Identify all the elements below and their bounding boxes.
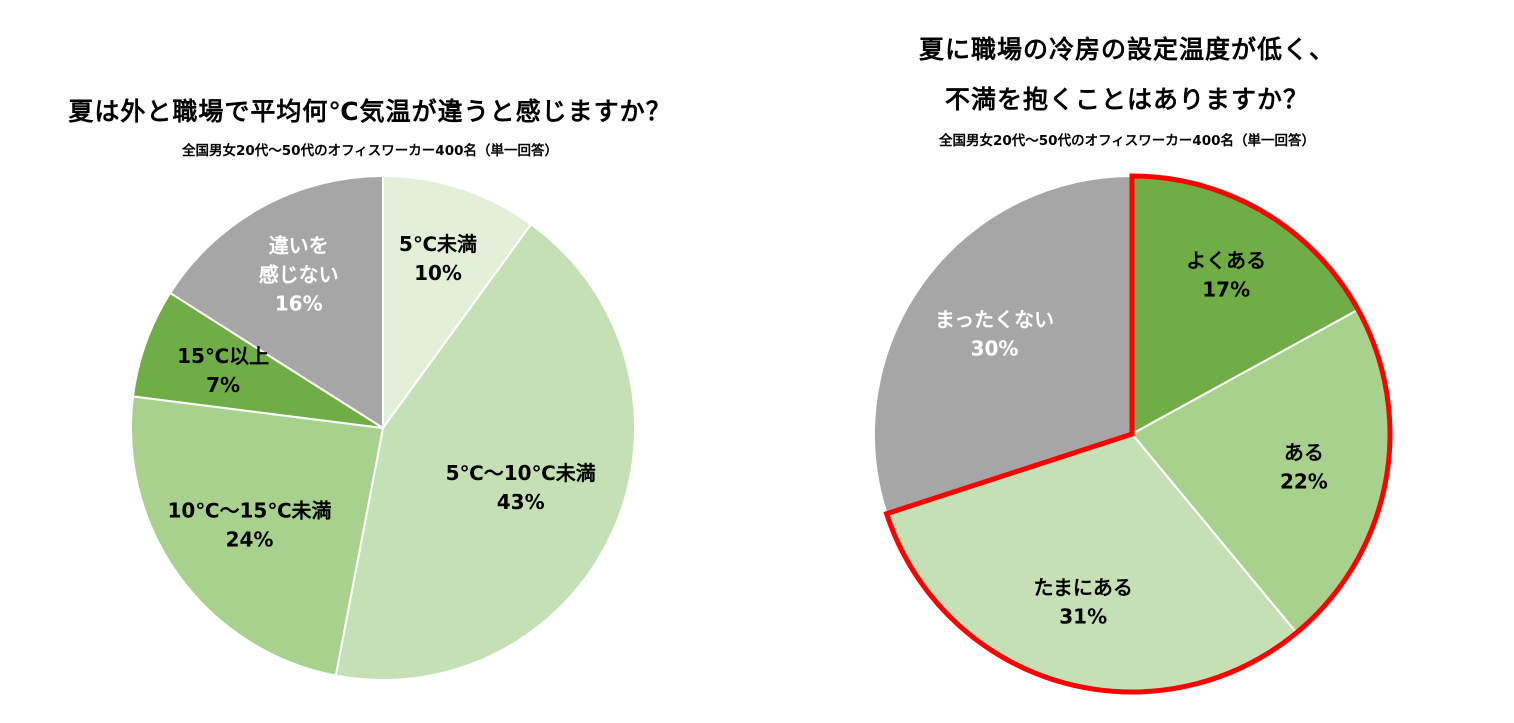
slice-category-label: よくある <box>1186 248 1266 272</box>
slice-value-label: 16% <box>275 292 323 316</box>
pie-label-1: ある 22% <box>1280 440 1328 493</box>
pie-slice-1 <box>334 222 636 681</box>
left-chart-panel: 夏は外と職場で平均何℃気温が違うと感じますか？ 全国男女20代～50代のオフィス… <box>68 97 672 681</box>
left-pie-chart: 5℃未満 10% 5℃～10℃未満 43% 10℃～15℃未満 24% 15℃以上 7% 違いを… <box>130 174 636 681</box>
pie-slice-0 <box>382 174 533 432</box>
pie-label-3: まったくない 30% <box>935 308 1054 361</box>
pie-label-3: 15℃以上 7% <box>177 344 269 397</box>
slice-category-label: 違いを <box>269 234 329 258</box>
slice-category-label: 10℃～15℃未満 <box>167 499 331 523</box>
slice-value-label: 43% <box>497 490 545 514</box>
slice-category-label: たまにある <box>1033 576 1132 600</box>
slice-category-label: 5℃～10℃未満 <box>446 461 596 485</box>
right-chart-title-line-2: 不満を抱くことはありますか？ <box>944 85 1309 114</box>
pie-slice-4 <box>168 174 384 430</box>
pie-label-0: よくある 17% <box>1186 248 1266 301</box>
pie-slice-3 <box>873 174 1133 515</box>
pie-label-0: 5℃未満 10% <box>399 232 477 285</box>
slice-category-label: 15℃以上 <box>177 344 269 368</box>
right-chart-panel: 夏に職場の冷房の設定温度が低く、 不満を抱くことはありますか？ 全国男女20代～… <box>760 0 1514 723</box>
slice-category-label: ある <box>1284 440 1324 464</box>
right-chart-title-line-1: 夏に職場の冷房の設定温度が低く、 <box>918 35 1335 64</box>
slice-value-label: 10% <box>414 261 462 285</box>
pie-label-2: 10℃～15℃未満 24% <box>167 499 331 552</box>
slice-category-label: 5℃未満 <box>399 232 477 256</box>
pie-slice-2 <box>130 395 385 677</box>
pie-slice-3 <box>131 291 384 429</box>
right-chart-subtitle: 全国男女20代～50代のオフィスワーカー400名（単一回答） <box>939 133 1315 149</box>
slice-value-label: 30% <box>971 337 1019 361</box>
slice-value-label: 24% <box>226 528 274 552</box>
right-pie-chart: よくある 17% ある 22% たまにある 31% まったくない 30% <box>873 173 1393 695</box>
highlight-border <box>883 173 1393 695</box>
pie-label-2: たまにある 31% <box>1033 576 1132 629</box>
pie-label-1: 5℃～10℃未満 43% <box>446 461 596 514</box>
slice-category-label: まったくない <box>935 308 1054 332</box>
left-chart-title: 夏は外と職場で平均何℃気温が違うと感じますか？ <box>68 97 672 126</box>
slice-value-label: 31% <box>1059 605 1107 629</box>
slice-value-label: 7% <box>206 373 240 397</box>
slice-value-label: 22% <box>1280 469 1328 493</box>
slice-value-label: 17% <box>1202 277 1250 301</box>
left-chart-subtitle: 全国男女20代～50代のオフィスワーカー400名（単一回答） <box>182 143 558 159</box>
slice-category-label: 感じない <box>259 263 339 287</box>
